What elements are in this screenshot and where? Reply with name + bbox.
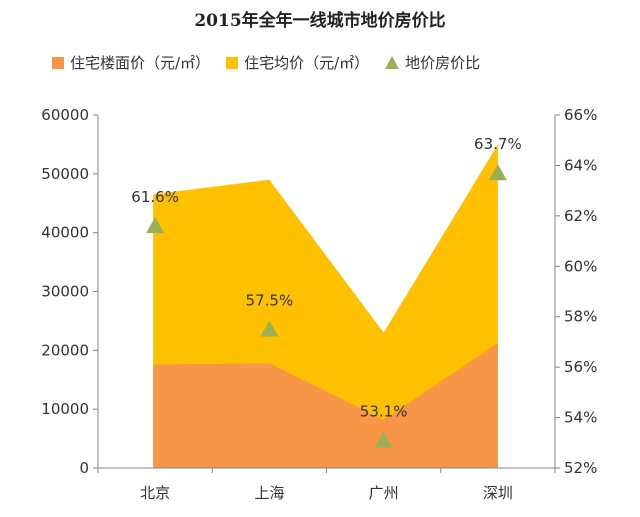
y-right-tick-label: 66% xyxy=(564,106,597,124)
legend-item-ratio: 地价房价比 xyxy=(385,52,480,73)
ratio-marker xyxy=(488,163,507,181)
legend-swatch-house-price xyxy=(226,56,239,69)
legend-item-land-price: 住宅楼面价（元/㎡） xyxy=(52,52,210,73)
legend-label-house-price: 住宅均价（元/㎡） xyxy=(244,54,370,72)
chart-title: 2015年全年一线城市地价房价比 xyxy=(194,11,446,31)
ratio-data-label: 61.6% xyxy=(131,188,179,206)
ratio-data-label: 63.7% xyxy=(474,135,522,153)
y-right-tick-label: 58% xyxy=(564,308,597,326)
x-tick-label: 北京 xyxy=(140,484,170,502)
y-left-tick-label: 60000 xyxy=(41,106,89,124)
y-left-tick-label: 30000 xyxy=(41,283,89,301)
ratio-marker xyxy=(374,431,393,448)
x-tick-label: 上海 xyxy=(254,484,284,502)
ratio-marker xyxy=(146,216,165,234)
legend-label-ratio: 地价房价比 xyxy=(405,54,481,72)
x-tick-label: 广州 xyxy=(369,484,399,502)
y-right-tick-label: 62% xyxy=(564,207,597,225)
y-left-tick-label: 20000 xyxy=(41,341,89,359)
ratio-data-label: 57.5% xyxy=(246,291,294,309)
y-right-tick-label: 56% xyxy=(564,358,597,376)
y-left-tick-label: 40000 xyxy=(41,224,89,242)
legend-item-house-price: 住宅均价（元/㎡） xyxy=(226,52,369,73)
legend-swatch-land-price xyxy=(52,56,64,69)
ratio-marker xyxy=(260,320,279,337)
y-left-tick-label: 50000 xyxy=(41,165,89,183)
legend-label-land-price: 住宅楼面价（元/㎡） xyxy=(70,54,211,72)
ratio-data-label: 53.1% xyxy=(360,402,408,420)
y-left-tick-label: 0 xyxy=(79,459,89,477)
x-tick-label: 深圳 xyxy=(483,484,513,502)
legend: 住宅楼面价（元/㎡） 住宅均价（元/㎡） 地价房价比 xyxy=(52,52,496,73)
y-right-tick-label: 60% xyxy=(564,257,597,275)
area-land-price xyxy=(153,343,498,468)
y-left-tick-label: 10000 xyxy=(41,400,89,418)
y-right-tick-label: 64% xyxy=(564,156,597,174)
y-right-tick-label: 52% xyxy=(564,459,597,477)
legend-marker-ratio xyxy=(385,56,400,69)
y-right-tick-label: 54% xyxy=(564,409,597,427)
